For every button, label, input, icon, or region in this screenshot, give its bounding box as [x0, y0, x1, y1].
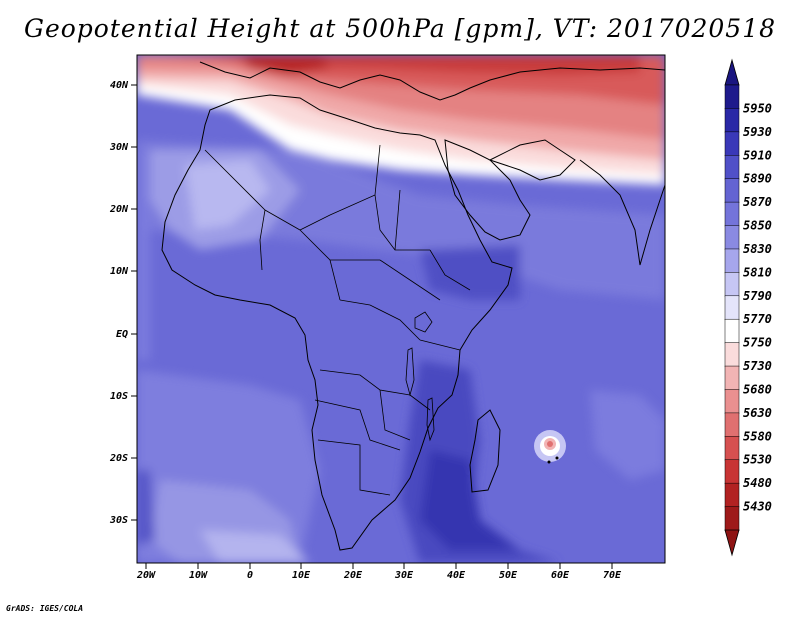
- colorbar-label: 5530: [743, 453, 772, 467]
- lon-tick-label: 10E: [292, 570, 311, 581]
- colorbar-swatch: [724, 248, 740, 274]
- madagascar-coastline: [469, 409, 501, 493]
- lon-tick-label: 70E: [603, 570, 622, 581]
- height-field: [137, 55, 665, 563]
- border-lines: [204, 144, 471, 496]
- cyclone-core: [547, 441, 553, 447]
- colorbar-swatch: [724, 389, 740, 414]
- colorbar-swatch: [724, 225, 740, 250]
- colorbar-label: 5810: [743, 265, 772, 279]
- lat-tick-label: 30N: [109, 142, 129, 153]
- colorbar-label: 5950: [743, 101, 772, 115]
- lon-tick-label: 30E: [394, 570, 414, 581]
- colorbar-swatch: [724, 272, 740, 297]
- colorbar-swatch: [724, 178, 740, 203]
- lat-axis: 40N 30N 20N 10N EQ 10S 20S 30S: [109, 80, 137, 526]
- colorbar-label: 5850: [743, 219, 772, 233]
- colorbar-label: 5580: [743, 429, 772, 443]
- lake-tanganyika: [405, 347, 415, 397]
- colorbar-label: 5680: [743, 382, 772, 396]
- lon-tick-label: 60E: [551, 570, 570, 581]
- colorbar-swatch: [724, 482, 740, 508]
- colorbar-swatch: [724, 318, 740, 344]
- field-band-5530: [240, 55, 330, 75]
- europe-coastline: [199, 61, 665, 101]
- colorbar-swatch: [724, 342, 740, 367]
- map-title: Geopotential Height at 500hPa [gpm], VT:…: [23, 14, 777, 43]
- field-band-west: [137, 150, 150, 360]
- india-coastline: [579, 159, 665, 266]
- colorbar: 5950 5930 5910 5890 5870 5850 5830 5810 5790 5770…: [724, 58, 772, 557]
- field-band-5890-horn: [420, 245, 520, 300]
- colorbar-label: 5930: [743, 125, 772, 139]
- field-band-west-dark: [137, 470, 155, 545]
- field-band-5810: [185, 160, 270, 230]
- island-reunion: [547, 460, 551, 464]
- lon-tick-label: 50E: [499, 570, 518, 581]
- colorbar-swatch: [724, 412, 740, 438]
- lon-tick-label: 20E: [343, 570, 363, 581]
- lat-tick-label: 10S: [110, 391, 128, 402]
- grads-credit: GrADS: IGES/COLA: [6, 604, 84, 613]
- colorbar-swatch: [724, 84, 740, 110]
- colorbar-swatch: [724, 436, 740, 461]
- lon-axis: 20W 10W 0 10E 20E 30E 40E 50E 60E 70E: [136, 563, 622, 581]
- lat-tick-label: 20N: [109, 204, 129, 215]
- lake-malawi: [426, 397, 435, 442]
- colorbar-swatch: [724, 365, 740, 391]
- lon-tick-label: 40E: [447, 570, 466, 581]
- colorbar-swatch: [724, 131, 740, 157]
- lat-tick-label: EQ: [116, 329, 128, 340]
- colorbar-label: 5890: [743, 172, 772, 186]
- lon-tick-label: 20W: [136, 570, 156, 581]
- colorbar-swatch: [724, 155, 740, 180]
- colorbar-swatch: [724, 295, 740, 320]
- colorbar-label: 5770: [743, 312, 772, 326]
- island-mauritius: [555, 456, 559, 460]
- lon-tick-label: 10W: [189, 570, 208, 581]
- colorbar-label: 5790: [743, 289, 772, 303]
- colorbar-label: 5480: [743, 476, 772, 490]
- gulf-coastline: [488, 139, 576, 181]
- colorbar-swatch: [724, 201, 740, 227]
- lake-victoria: [414, 311, 433, 333]
- lat-tick-label: 20S: [109, 453, 128, 464]
- field-band-5910: [420, 450, 520, 550]
- africa-coastline: [161, 94, 513, 551]
- coastlines: [161, 61, 665, 551]
- colorbar-label: 5870: [743, 195, 772, 209]
- colorbar-label: 5630: [743, 406, 772, 420]
- colorbar-bottom-arrow: [724, 529, 740, 557]
- colorbar-swatch: [724, 459, 740, 484]
- lat-tick-label: 40N: [110, 80, 129, 91]
- colorbar-top-arrow: [724, 58, 740, 86]
- colorbar-label: 5750: [743, 336, 772, 350]
- colorbar-label: 5910: [743, 148, 772, 162]
- colorbar-label: 5830: [743, 242, 772, 256]
- colorbar-swatch: [724, 506, 740, 531]
- plot-frame: [136, 54, 666, 564]
- colorbar-label: 5730: [743, 359, 772, 373]
- lat-tick-label: 10N: [110, 266, 129, 277]
- field-band-south-atl-3: [200, 530, 310, 563]
- field-band-east-indian: [590, 390, 665, 480]
- borders: [204, 144, 471, 496]
- lon-tick-label: 0: [247, 570, 253, 581]
- lat-tick-label: 30S: [109, 515, 128, 526]
- colorbar-swatch: [724, 108, 740, 133]
- colorbar-label: 5430: [743, 500, 772, 514]
